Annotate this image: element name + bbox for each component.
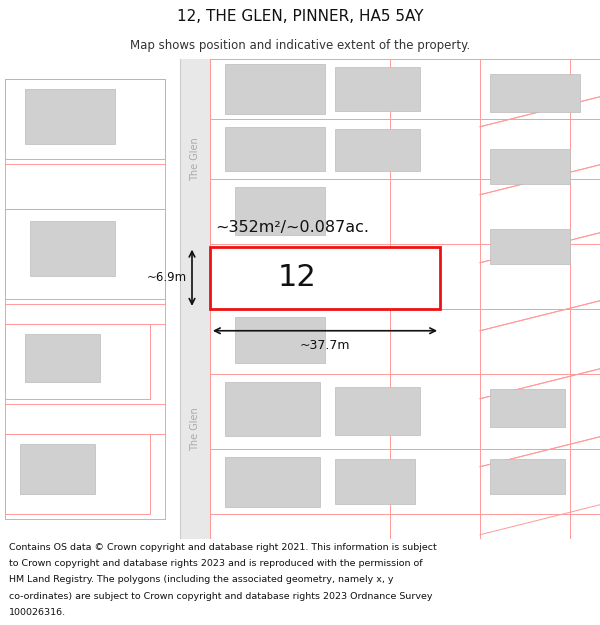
Bar (5, 324, 150, 399)
Bar (490, 229, 570, 264)
Bar (225, 457, 320, 507)
Bar (235, 317, 325, 362)
Bar (375, 257, 425, 295)
Bar (335, 387, 420, 435)
Bar (335, 459, 415, 504)
Bar (225, 127, 325, 171)
Bar (235, 187, 325, 235)
Bar (490, 74, 580, 112)
Text: 100026316.: 100026316. (9, 608, 66, 618)
Bar (210, 247, 440, 309)
Bar (490, 389, 565, 427)
Text: to Crown copyright and database rights 2023 and is reproduced with the permissio: to Crown copyright and database rights 2… (9, 559, 422, 568)
Bar (5, 209, 165, 299)
Bar (20, 444, 95, 494)
Bar (335, 67, 420, 111)
Bar (30, 221, 115, 276)
Bar (490, 459, 565, 494)
Text: The Glen: The Glen (190, 407, 200, 451)
Text: 12: 12 (278, 263, 317, 292)
Text: 12, THE GLEN, PINNER, HA5 5AY: 12, THE GLEN, PINNER, HA5 5AY (177, 9, 423, 24)
Bar (5, 79, 165, 159)
Bar (225, 64, 325, 114)
Bar (25, 89, 115, 144)
Bar (180, 59, 210, 539)
Text: The Glen: The Glen (190, 137, 200, 181)
Text: HM Land Registry. The polygons (including the associated geometry, namely x, y: HM Land Registry. The polygons (includin… (9, 576, 394, 584)
Bar (335, 129, 420, 171)
Bar (490, 149, 570, 184)
Bar (25, 334, 100, 382)
Bar (225, 382, 320, 436)
Text: ~352m²/~0.087ac.: ~352m²/~0.087ac. (215, 220, 369, 235)
Bar (5, 434, 150, 514)
Text: ~6.9m: ~6.9m (147, 271, 187, 284)
Text: Map shows position and indicative extent of the property.: Map shows position and indicative extent… (130, 39, 470, 52)
Text: co-ordinates) are subject to Crown copyright and database rights 2023 Ordnance S: co-ordinates) are subject to Crown copyr… (9, 592, 433, 601)
Text: Contains OS data © Crown copyright and database right 2021. This information is : Contains OS data © Crown copyright and d… (9, 542, 437, 551)
Text: ~37.7m: ~37.7m (300, 339, 350, 352)
